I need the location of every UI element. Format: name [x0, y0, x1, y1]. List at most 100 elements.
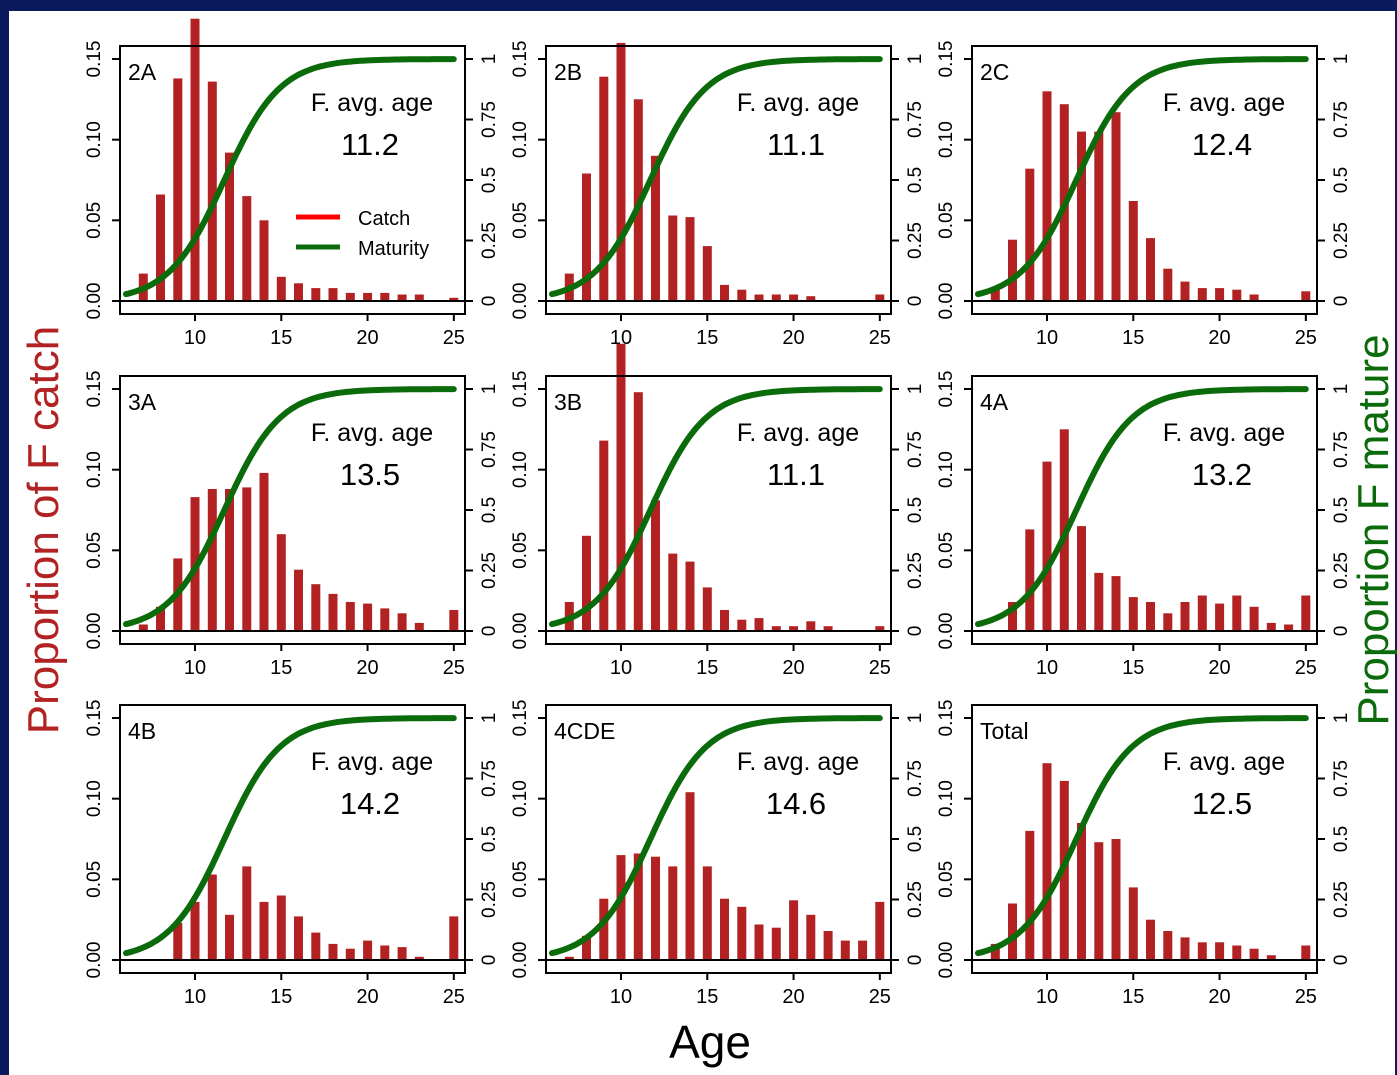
y-tick-label: 0.05 — [936, 202, 957, 239]
panel: 0.00 0.05 0.10 0.15 0 0.25 0.5 0.75 1 10 15 20 25 2C F… — [936, 41, 1352, 349]
panel: 0.00 0.05 0.10 0.15 0 0.25 0.5 0.75 1 10 15 20 25 2A F… — [84, 18, 500, 349]
catch-bar — [207, 489, 217, 631]
catch-bar — [685, 561, 695, 631]
catch-bar — [276, 276, 286, 301]
catch-bar — [207, 874, 217, 960]
catch-bar — [771, 626, 781, 631]
panel-frame — [545, 45, 892, 315]
catch-bar — [789, 626, 799, 631]
catch-bar — [1128, 597, 1138, 631]
catch-bar — [875, 901, 885, 960]
y-tick-label: 0.10 — [84, 780, 105, 817]
y2-tick-label: 0.25 — [479, 222, 500, 259]
y-tick-label: 0.05 — [510, 202, 531, 239]
y-tick-label: 0.15 — [84, 700, 105, 737]
catch-bar — [380, 608, 390, 631]
y2-tick-label: 0.75 — [905, 101, 926, 138]
y2-tick-label: 0.5 — [1331, 826, 1352, 852]
catch-bar — [1301, 291, 1311, 301]
x-tick-label: 15 — [270, 327, 292, 349]
maturity-curve — [549, 56, 883, 298]
catch-bar — [414, 956, 424, 960]
y2-tick-label: 0.5 — [905, 826, 926, 852]
catch-bar — [1077, 822, 1086, 960]
y2-tick-label: 0.75 — [1331, 760, 1352, 797]
catch-bar — [414, 622, 424, 631]
y-tick-label: 0.15 — [936, 371, 957, 408]
catch-bar — [685, 792, 695, 960]
catch-bar — [276, 895, 286, 960]
catch-bar — [1180, 281, 1190, 301]
catch-bar — [1008, 239, 1017, 301]
x-axis-label: Age — [669, 1016, 751, 1068]
y2-tick-label: 1 — [905, 54, 926, 65]
catch-bar — [1197, 595, 1207, 631]
maturity-curve — [549, 715, 883, 957]
catch-bar — [190, 901, 200, 960]
y-tick-label: 0.15 — [84, 371, 105, 408]
avg-age-value: 11.1 — [767, 127, 825, 162]
panel: 0.00 0.05 0.10 0.15 0 0.25 0.5 0.75 1 10 15 20 25 4CD… — [510, 700, 926, 1008]
maturity-curve — [975, 715, 1309, 957]
x-tick-label: 20 — [782, 986, 804, 1008]
catch-bar — [1249, 294, 1259, 301]
catch-bar — [380, 945, 390, 960]
catch-bar — [1025, 529, 1035, 631]
catch-bar — [1180, 602, 1190, 631]
catch-bar — [789, 294, 799, 301]
catch-bar — [397, 613, 407, 631]
x-tick-label: 25 — [1295, 986, 1317, 1008]
x-tick-label: 15 — [696, 327, 718, 349]
catch-bar — [737, 906, 747, 960]
region-label: 4A — [980, 389, 1009, 415]
catch-bar — [582, 935, 591, 960]
y-tick-label: 0.15 — [510, 700, 531, 737]
y2-tick-label: 1 — [905, 384, 926, 395]
catch-bar — [702, 866, 712, 960]
avg-age-value: 11.1 — [767, 457, 825, 492]
catch-bar — [823, 626, 833, 631]
y2-tick-label: 1 — [479, 384, 500, 395]
panel-frame — [119, 45, 466, 315]
x-tick-label: 15 — [270, 657, 292, 679]
y-tick-label: 0.00 — [510, 283, 531, 320]
catch-bar — [276, 534, 286, 631]
panel-frame — [119, 704, 466, 974]
catch-bar — [242, 866, 252, 960]
x-tick-label: 25 — [443, 986, 465, 1008]
y-tick-label: 0.05 — [84, 532, 105, 569]
catch-bar — [328, 593, 338, 631]
x-tick-label: 25 — [869, 986, 891, 1008]
catch-bar — [1025, 168, 1035, 301]
catch-bar — [616, 855, 626, 960]
catch-bar — [311, 932, 321, 960]
catch-bar — [737, 289, 747, 301]
catch-bar — [616, 42, 626, 302]
catch-bar — [754, 924, 764, 960]
maturity-curve — [123, 56, 457, 298]
y-tick-label: 0.00 — [936, 613, 957, 650]
catch-bar — [294, 283, 303, 301]
catch-bar — [1197, 288, 1207, 301]
catch-bar — [1301, 595, 1311, 631]
catch-bar — [1146, 602, 1155, 631]
catch-bar — [380, 292, 390, 301]
catch-bar — [720, 610, 729, 631]
catch-bar — [990, 943, 1000, 960]
catch-bar — [1266, 955, 1276, 960]
panel: 0.00 0.05 0.10 0.15 0 0.25 0.5 0.75 1 10 15 20 25 3A F… — [84, 371, 500, 679]
x-tick-label: 15 — [696, 657, 718, 679]
catch-bar — [1266, 622, 1276, 631]
catch-bar — [156, 194, 165, 301]
slide-left-band — [0, 0, 9, 1075]
avg-age-value: 14.6 — [766, 786, 826, 821]
avg-age-label: F. avg. age — [1163, 419, 1285, 447]
catch-bar — [259, 472, 269, 631]
x-tick-label: 20 — [356, 657, 378, 679]
y-tick-label: 0.10 — [510, 780, 531, 817]
legend-maturity-label: Maturity — [358, 238, 429, 260]
catch-bar — [754, 618, 764, 631]
catch-bar — [207, 81, 217, 301]
y2-tick-label: 0.75 — [1331, 101, 1352, 138]
catch-bar — [1232, 595, 1242, 631]
